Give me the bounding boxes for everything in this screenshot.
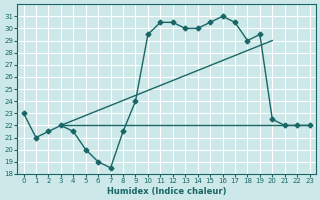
X-axis label: Humidex (Indice chaleur): Humidex (Indice chaleur)	[107, 187, 226, 196]
